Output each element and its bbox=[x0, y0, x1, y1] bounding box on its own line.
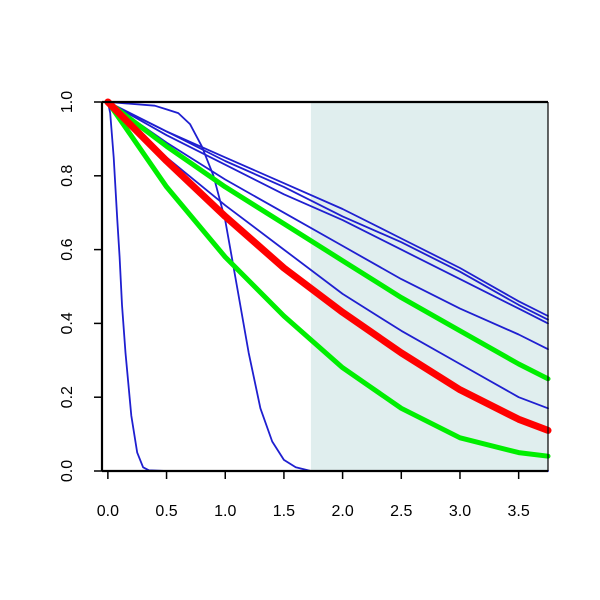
x-tick-label: 3.0 bbox=[449, 503, 471, 520]
x-tick-label: 0.0 bbox=[97, 503, 119, 520]
series-line-2 bbox=[107, 101, 549, 472]
axis-layer bbox=[100, 100, 549, 473]
series-line-4 bbox=[107, 101, 549, 321]
series-line-7 bbox=[107, 101, 549, 410]
x-tick-label: 1.5 bbox=[273, 503, 295, 520]
x-tick-label: 3.5 bbox=[508, 503, 530, 520]
series-line-5 bbox=[107, 101, 549, 325]
x-tick-label: 2.5 bbox=[390, 503, 412, 520]
shaded-region bbox=[310, 102, 548, 471]
series-line-10 bbox=[104, 98, 552, 434]
y-tick-label: 0.8 bbox=[59, 165, 76, 187]
x-tick-label: 2.0 bbox=[331, 503, 353, 520]
y-tick-label: 0.4 bbox=[59, 312, 76, 334]
series-line-3 bbox=[107, 101, 549, 317]
y-tick-label: 0.0 bbox=[59, 460, 76, 482]
x-tick-label: 1.0 bbox=[214, 503, 236, 520]
tick-layer: 0.0 0.5 1.0 1.5 2.0 2.5 3.0 3.5 0.0 0.2 0.4 0.6 0.8 1… bbox=[59, 91, 530, 520]
y-tick-label: 0.6 bbox=[59, 238, 76, 260]
y-tick-label: 0.2 bbox=[59, 386, 76, 408]
series-line-8 bbox=[105, 99, 551, 382]
series-line-6 bbox=[107, 101, 549, 351]
y-tick-label: 1.0 bbox=[59, 91, 76, 113]
series-layer bbox=[104, 98, 552, 472]
series-line-9 bbox=[105, 99, 551, 459]
x-tick-label: 0.5 bbox=[155, 503, 177, 520]
